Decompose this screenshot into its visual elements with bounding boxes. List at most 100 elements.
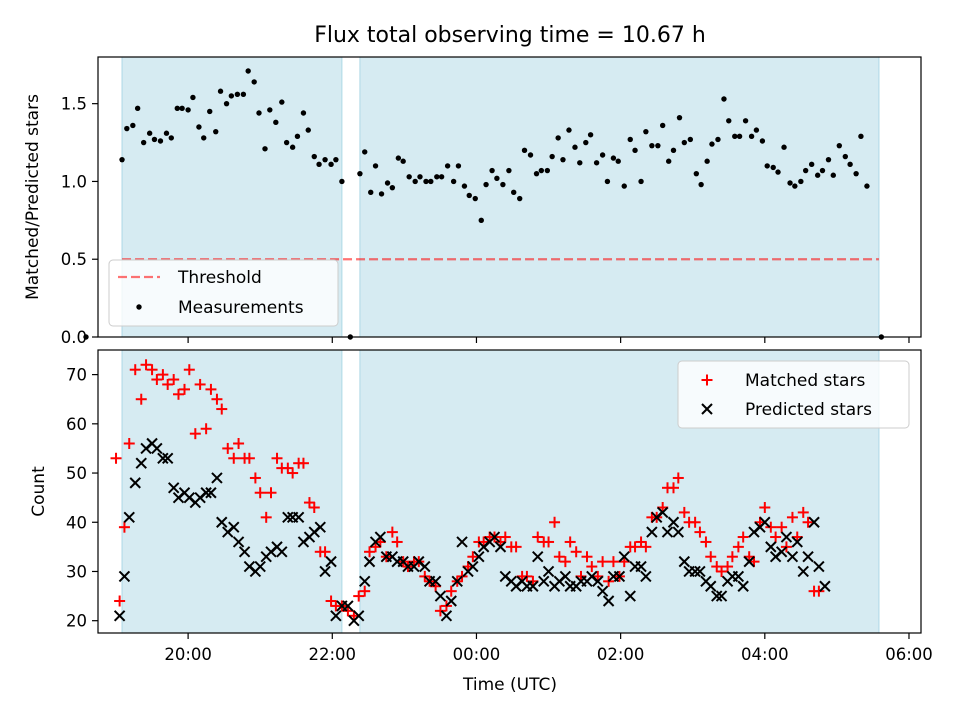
legend-box [108,259,339,327]
measurement-point [527,152,534,158]
matched-star-marker [732,541,744,553]
marker-stroke [167,482,180,494]
observing-window-band [121,349,343,634]
predicted-star-marker [613,570,626,583]
predicted-star-marker [775,546,788,558]
matched-star-marker [114,595,126,607]
matched-star-marker [543,536,555,548]
measurement-point [659,122,666,129]
count-y-axis-label: Count [29,466,49,517]
matched-star-marker [586,561,598,573]
matched-star-marker [183,364,195,376]
measurement-point [814,172,821,178]
measurement-point [489,167,495,174]
measurement-point [610,155,617,161]
matched-star-marker [689,516,701,528]
predicted-star-marker [786,551,799,563]
marker-stroke [325,555,337,568]
predicted-star-marker [440,610,453,622]
measurement-point [787,180,793,186]
measurement-point [736,133,743,140]
marker-stroke [542,565,555,578]
marker-stroke [228,521,240,533]
matched-star-marker [802,516,814,528]
measurement-point [455,163,462,169]
measurement-point [615,158,621,164]
marker-stroke [238,546,251,558]
predicted-star-marker [694,565,706,578]
matched-star-marker [705,551,717,563]
measurement-point [604,178,611,185]
measurement-point [681,139,688,146]
matched-star-marker [549,516,561,528]
measurement-point [305,127,311,133]
measurement-point [357,170,363,177]
marker-stroke [602,595,615,607]
measurement-point [864,183,870,189]
measurement-point [428,178,434,185]
matched-star-marker [510,541,522,553]
legend-measurement-swatch [136,304,142,310]
marker-stroke [157,452,169,464]
measurement-point [638,178,644,185]
measurement-point [289,144,296,150]
measurement-point [808,161,815,168]
measurement-point [201,135,207,141]
marker-stroke [292,511,305,524]
marker-stroke [123,511,135,524]
matched-star-marker [737,531,749,543]
matched-star-marker [205,383,217,395]
predicted-star-marker [325,555,337,568]
measurement-point [511,189,517,196]
matched-star-marker [434,605,446,617]
matched-star-marker [770,531,782,543]
measurement-point [853,170,859,177]
measurement-point [500,181,506,188]
predicted-star-marker [118,570,131,583]
marker-stroke [419,560,431,573]
count-panel: 20:00 22:00 00:00 02:00 04:00 06:00 20 30 40 50 6… [29,349,933,695]
legend-label: Predicted stars [745,400,872,420]
measurement-points [83,68,885,340]
marker-stroke [711,590,723,602]
count-panel-frame [97,349,922,634]
predicted-star-marker [276,546,288,558]
measurement-point [461,183,468,189]
predicted-star-marker [808,516,820,528]
measurement-point [196,124,202,130]
predicted-star-marker [488,531,501,543]
matched-star-marker [386,526,398,538]
y-tick-label: 0.0 [61,328,87,347]
predicted-star-marker [618,551,630,563]
marker-stroke [775,546,788,558]
matched-star-marker [140,359,152,371]
measurement-point [698,181,704,188]
measurement-point [83,334,89,340]
marker-stroke [282,511,294,524]
measurement-point [444,163,451,169]
matched-star-marker [467,551,479,563]
predicted-star-marker [319,565,331,578]
marker-stroke [592,575,604,588]
matched-star-marker [364,546,376,558]
marker-stroke [254,560,266,573]
predicted-star-marker [672,526,685,538]
ratio-panel-frame [97,56,922,338]
legend-label: Threshold [177,268,262,288]
matched-star-marker [325,595,337,607]
predicted-star-marker [791,536,803,548]
measurement-point [245,68,251,74]
matched-star-marker [678,506,690,518]
measurement-point [798,178,804,185]
x-tick-label: 06:00 [885,645,933,664]
matched-star-marker [151,374,163,386]
marker-stroke [342,600,354,612]
predicted-star-marker [445,595,457,607]
predicted-star-marker [715,590,728,602]
predicted-star-marker [157,452,169,464]
measurement-point [649,142,655,149]
measurement-point [676,114,683,121]
predicted-star-marker [759,516,771,528]
marker-stroke [586,570,598,583]
marker-stroke [613,570,626,583]
